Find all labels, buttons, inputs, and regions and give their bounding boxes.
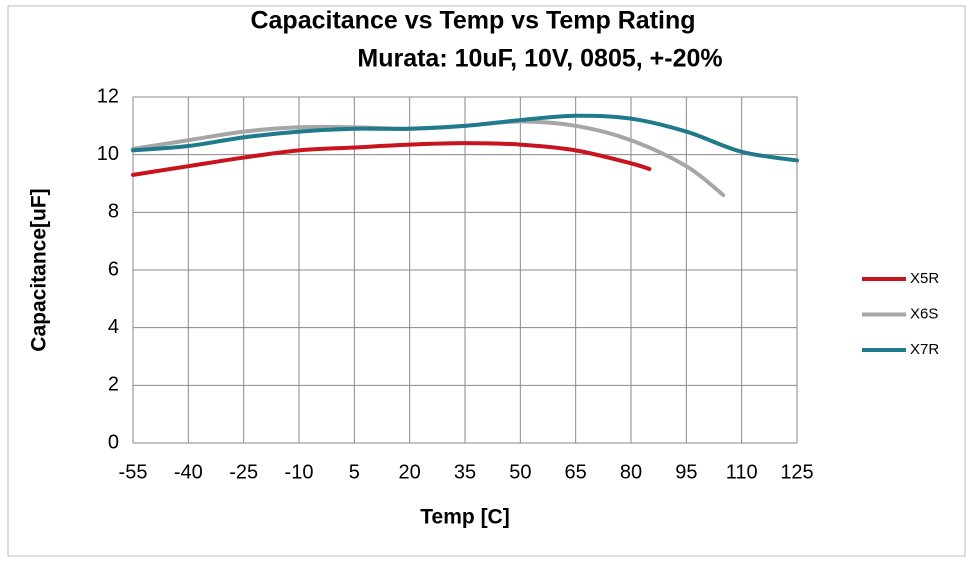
x-tick-label: -25: [229, 461, 258, 483]
x-tick-label: 20: [399, 461, 421, 483]
x-tick-label: -10: [285, 461, 314, 483]
x-tick-label: 5: [349, 461, 360, 483]
y-tick-label: 12: [97, 85, 119, 107]
x-tick-label: 125: [780, 461, 813, 483]
x-axis-label: Temp [C]: [420, 506, 509, 529]
y-axis-label: Capacitance[uF]: [28, 188, 51, 351]
y-tick-label: 4: [108, 316, 119, 338]
data-line: [131, 113, 799, 163]
y-tick-label: 6: [108, 258, 119, 280]
x-tick-label: 50: [509, 461, 531, 483]
legend-label: X7R: [910, 341, 939, 358]
x-tick-label: -55: [119, 461, 148, 483]
y-tick-label: 10: [97, 143, 119, 165]
chart-subtitle: Murata: 10uF, 10V, 0805, +-20%: [357, 45, 722, 73]
legend-label: X6S: [910, 305, 938, 322]
y-tick-label: 2: [108, 374, 119, 396]
x-tick-label: 65: [565, 461, 587, 483]
y-tick-label: 0: [108, 431, 119, 453]
legend-label: X5R: [910, 270, 939, 287]
x-tick-label: -40: [174, 461, 203, 483]
data-line: [131, 141, 652, 177]
x-tick-label: 110: [726, 461, 758, 483]
x-tick-label: 95: [675, 461, 697, 483]
x-tick-label: 80: [620, 461, 642, 483]
x-tick-label: 35: [454, 461, 476, 483]
y-tick-label: 8: [108, 201, 119, 223]
chart-title: Capacitance vs Temp vs Temp Rating: [250, 7, 695, 35]
